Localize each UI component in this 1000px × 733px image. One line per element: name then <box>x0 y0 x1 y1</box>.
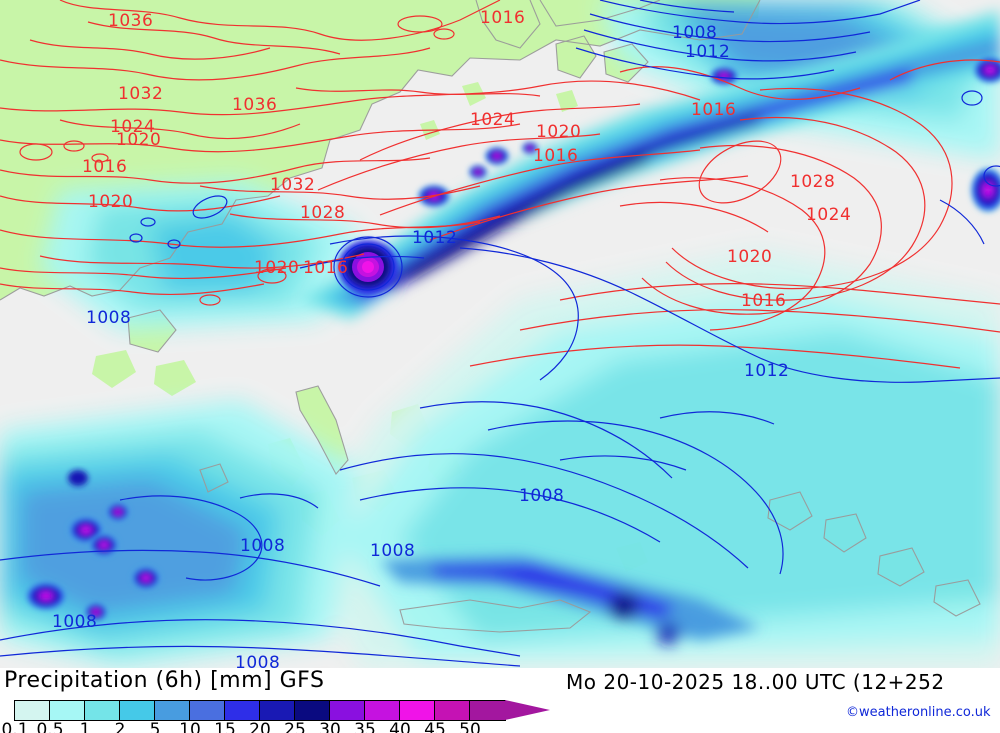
colorbar-swatch-25[interactable] <box>295 701 330 720</box>
model-run-timestamp: Mo 20-10-2025 18..00 UTC (12+252 <box>566 670 945 694</box>
map-canvas <box>0 0 1000 668</box>
colorbar-swatch-20[interactable] <box>260 701 295 720</box>
colorbar-tick-0.1: 0.1 <box>1 720 29 733</box>
colorbar-tick-35: 35 <box>354 720 376 733</box>
colorbar-tick-45: 45 <box>424 720 446 733</box>
colorbar-swatch-35[interactable] <box>365 701 400 720</box>
colorbar-tick-10: 10 <box>179 720 201 733</box>
colorbar-tick-30: 30 <box>319 720 341 733</box>
colorbar-swatch-2[interactable] <box>120 701 155 720</box>
colorbar-swatch-50[interactable] <box>470 701 505 720</box>
colorbar-overflow-arrow <box>505 700 550 720</box>
east-edge-cells <box>971 57 1000 212</box>
colorbar-tick-20: 20 <box>249 720 271 733</box>
colorbar-swatch-15[interactable] <box>225 701 260 720</box>
colorbar-tick-50: 50 <box>459 720 481 733</box>
colorbar-swatch-40[interactable] <box>400 701 435 720</box>
colorbar-swatch-30[interactable] <box>330 701 365 720</box>
isobar-low-layer <box>0 0 1000 667</box>
colorbar-swatch-45[interactable] <box>435 701 470 720</box>
precipitation-map[interactable]: 1036 1016 1008 1012 1032 1036 1024 1020 1016 1016… <box>0 0 1000 668</box>
sw-convective-cells <box>26 470 160 621</box>
isobar-high-layer <box>0 0 1000 369</box>
colorbar-tick-25: 25 <box>284 720 306 733</box>
colorbar-tick-0.5: 0.5 <box>36 720 64 733</box>
cyclone-core <box>338 240 398 294</box>
colorbar-swatch-0.5[interactable] <box>50 701 85 720</box>
map-footer: Precipitation (6h) [mm] GFS Mo 20-10-202… <box>0 668 1000 733</box>
colorbar-tick-15: 15 <box>214 720 236 733</box>
colorbar-tick-labels: 0.1 0.5 1 2 5 10 15 20 25 30 35 40 45 50 <box>0 720 520 733</box>
precipitation-colorbar[interactable] <box>14 700 506 721</box>
colorbar-swatch-1[interactable] <box>85 701 120 720</box>
southern-precip-band <box>380 556 760 644</box>
colorbar-tick-5: 5 <box>149 720 161 733</box>
colorbar-swatch-10[interactable] <box>190 701 225 720</box>
copyright-notice: ©weatheronline.co.uk <box>846 705 991 720</box>
colorbar-tick-1: 1 <box>79 720 91 733</box>
chart-title: Precipitation (6h) [mm] GFS <box>4 668 325 693</box>
colorbar-tick-40: 40 <box>389 720 411 733</box>
colorbar-swatch-0.1[interactable] <box>15 701 50 720</box>
coastline-layer <box>0 0 981 633</box>
colorbar-swatch-5[interactable] <box>155 701 190 720</box>
colorbar-tick-2: 2 <box>114 720 126 733</box>
